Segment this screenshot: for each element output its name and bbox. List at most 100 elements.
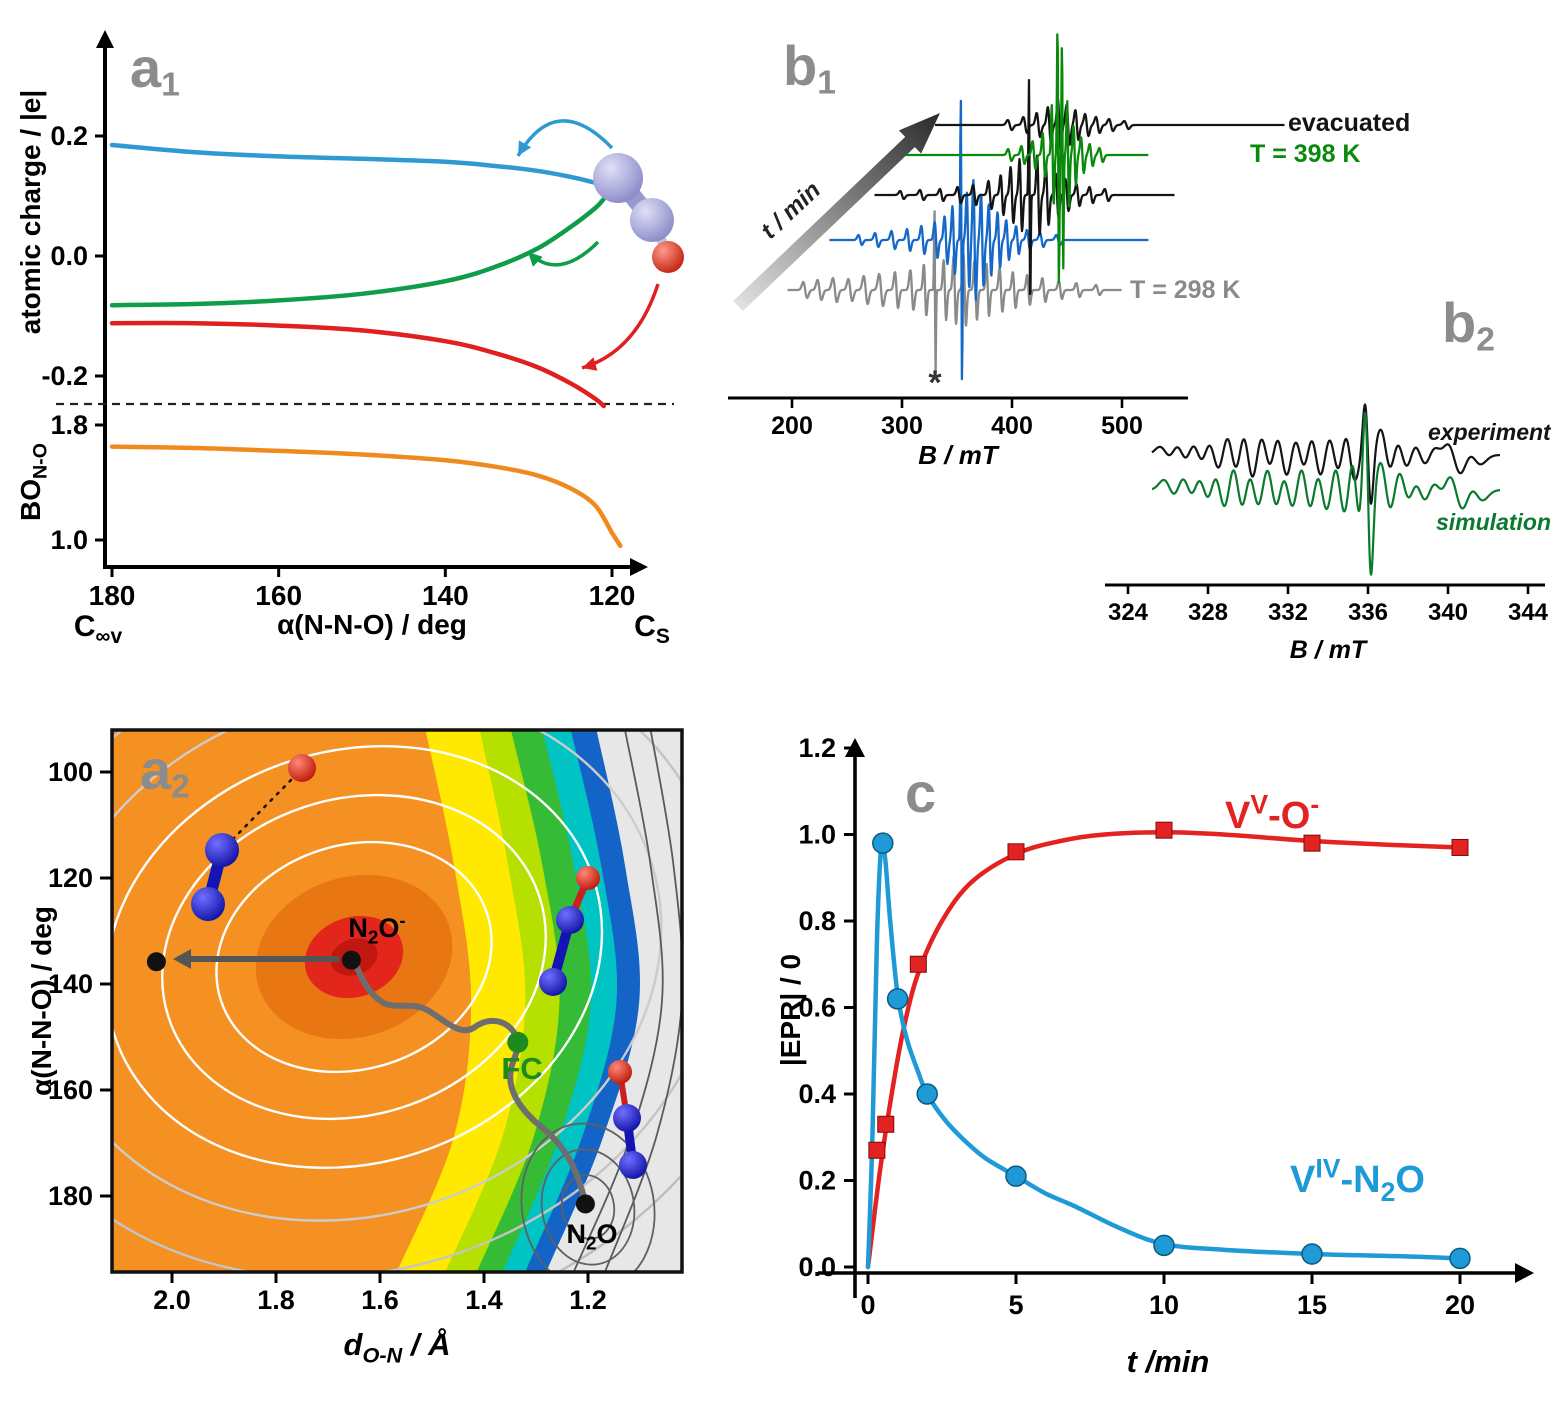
b2-x-tick-label: 336 (1348, 599, 1388, 626)
a2-dark-contour-0 (572, 730, 664, 1272)
c-curve-0 (865, 830, 1463, 1270)
c-y-tick-label: 0.4 (798, 1079, 836, 1109)
a2-n2o-well-contour-2 (520, 1122, 656, 1272)
b2-trace-label-0: experiment (1428, 419, 1551, 445)
c-x-tick-label: 15 (1297, 1290, 1327, 1320)
panel-label-b1: b1 (783, 38, 836, 100)
a2-point-FC-point (507, 1031, 529, 1053)
b1-epr-trace-2 (873, 78, 1176, 296)
b1-x-tick-label: 200 (771, 412, 813, 440)
b1-trace-label-3: evacuated (1288, 109, 1410, 137)
c-data-point-circle (1153, 1234, 1175, 1257)
a2-plot-border (110, 728, 684, 1274)
a1-curve-central-N-charge (109, 196, 606, 308)
a1-arrow-to-green-curve-head (528, 252, 543, 267)
a1-arrow-to-red-curve-head (582, 357, 598, 371)
a1-y-tick-label: 1.8 (50, 410, 88, 440)
a2-molecule-N-atom (556, 906, 584, 934)
c-data-point-circle (886, 988, 909, 1010)
panel-letter: a (130, 36, 162, 99)
c-y-tick-label: 0.0 (798, 1252, 836, 1282)
a1-y-axis-arrowhead (96, 30, 114, 48)
a1-molecule-N-atom (593, 153, 643, 203)
b1-epr-trace-3 (934, 97, 1286, 152)
a1-y-tick-label: 0.2 (50, 121, 88, 151)
a2-contour-line-4 (112, 730, 682, 1272)
a1-x-axis-arrowhead (630, 558, 648, 576)
a2-pes-band-6 (546, 730, 682, 1272)
a1-curve-terminal-N-charge (109, 142, 606, 189)
a2-xlabel: dO-N / Å (344, 1327, 451, 1367)
a1-curve-N-O-bond-order (109, 444, 623, 549)
c-x-tick-label: 0 (860, 1290, 875, 1320)
a2-dissociation-arrow-head (173, 949, 191, 969)
a1-arrow-to-blue-curve-head (518, 140, 532, 156)
b1-asterisk-annotation: * (928, 364, 942, 402)
c-series-label-0: VV-O- (1225, 790, 1319, 837)
a2-point-dissociation-point (146, 952, 166, 972)
a2-x-tick-label: 1.6 (361, 1285, 399, 1315)
c-data-point-circle (1301, 1243, 1323, 1265)
c-data-point-square (1451, 838, 1469, 856)
b2-xlabel: B / mT (1290, 636, 1369, 664)
b1-epr-trace-1 (828, 99, 1150, 381)
a2-molecule-O-atom (576, 866, 600, 890)
b1-x-tick-label: 500 (1101, 412, 1143, 440)
a2-y-tick-label: 160 (48, 1075, 93, 1105)
a2-contour-line-1 (161, 793, 547, 1121)
a1-y-tick-label: 0.0 (50, 241, 88, 271)
panel-letter-sub: 2 (1476, 321, 1495, 359)
b1-x-tick-label: 300 (881, 412, 923, 440)
panel-letter: a (140, 738, 172, 801)
panel-b2-chart: 324 328 332 336 340 344 B / mT experiment simula… (1105, 403, 1551, 664)
a2-y-tick-label: 100 (48, 757, 93, 787)
panel-label-c: c (905, 765, 936, 827)
c-data-point-square (1155, 821, 1173, 839)
c-x-tick-label: 10 (1149, 1290, 1179, 1320)
c-y-tick-label: 0.2 (798, 1166, 836, 1196)
a2-molecule-O-atom (288, 754, 316, 782)
b1-trace-label-4: T = 398 K (1250, 140, 1360, 168)
c-data-point-square (909, 955, 927, 973)
a1-y-tick-label: 1.0 (50, 525, 88, 555)
a2-ylabel: α(N-N-O) / deg (26, 906, 57, 1096)
b2-x-tick-label: 328 (1188, 599, 1228, 626)
panel-c-chart: 0.0 0.2 0.4 0.6 0.8 1.0 1.2 0 5 10 15 20 |EPR| / 0 t … (775, 733, 1534, 1379)
a2-molecule-N-atom (613, 1104, 641, 1132)
c-data-point-square (877, 1115, 895, 1133)
b2-x-tick-label: 332 (1268, 599, 1308, 626)
b2-epr-trace-1 (1151, 411, 1501, 576)
c-data-point-square (1007, 843, 1025, 861)
c-series-label-1: VIV-N2O (1290, 1154, 1425, 1208)
a2-x-tick-label: 1.4 (465, 1285, 503, 1315)
a1-xlabel: α(N-N-O) / deg (277, 609, 467, 640)
a2-n2o-well-contour-1 (540, 1148, 636, 1266)
c-curve-1 (865, 839, 1463, 1270)
panel-letter: b (1442, 291, 1477, 354)
a2-contour-area (112, 730, 682, 1272)
b1-epr-trace-0 (786, 210, 1123, 376)
a1-ylabel-top: atomic charge / |e| (15, 90, 46, 334)
c-x-tick-label: 20 (1445, 1290, 1475, 1320)
b2-trace-label-1: simulation (1436, 509, 1551, 535)
a1-ylabel-bottom: BON-O (15, 443, 52, 521)
panel-letter-sub: 1 (817, 64, 836, 102)
panel-label-b2: b2 (1442, 295, 1495, 357)
a2-x-tick-label: 1.2 (569, 1285, 607, 1315)
a2-molecules (191, 754, 647, 1179)
a1-y-tick-label: -0.2 (41, 361, 88, 391)
c-xlabel: t /min (1127, 1344, 1210, 1379)
b2-x-tick-label: 344 (1508, 599, 1549, 626)
a2-label-n2o-anion: N2O- (348, 911, 405, 949)
a1-left-symmetry-label: C∞v (74, 610, 123, 648)
c-y-tick-label: 0.8 (798, 906, 836, 936)
b2-x-tick-label: 340 (1428, 599, 1468, 626)
c-ylabel: |EPR| / 0 (775, 954, 806, 1066)
c-data-point-circle (1005, 1165, 1027, 1187)
c-y-tick-label: 1.0 (798, 820, 836, 850)
a2-label-n2o: N2O (566, 1219, 617, 1255)
a2-molecule-N-atom (205, 833, 239, 867)
